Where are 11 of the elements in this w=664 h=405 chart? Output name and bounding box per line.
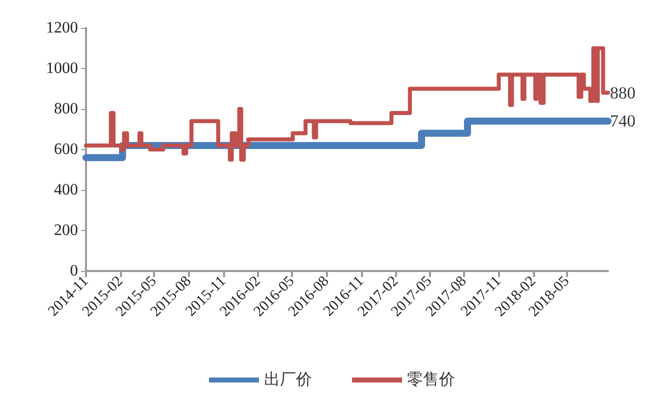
annotation: 880 [610,83,636,102]
legend-label: 出厂价 [264,370,312,388]
legend-label: 零售价 [407,372,455,388]
annotation: 740 [610,112,636,131]
y-tick-label: 600 [54,141,78,158]
y-tick-label: 200 [54,222,78,239]
y-tick-label: 1000 [46,60,78,77]
y-tick-label: 400 [54,182,78,198]
y-tick-label: 1200 [46,20,78,36]
y-tick-label: 800 [54,100,78,118]
y-tick-label: 0 [70,262,78,280]
